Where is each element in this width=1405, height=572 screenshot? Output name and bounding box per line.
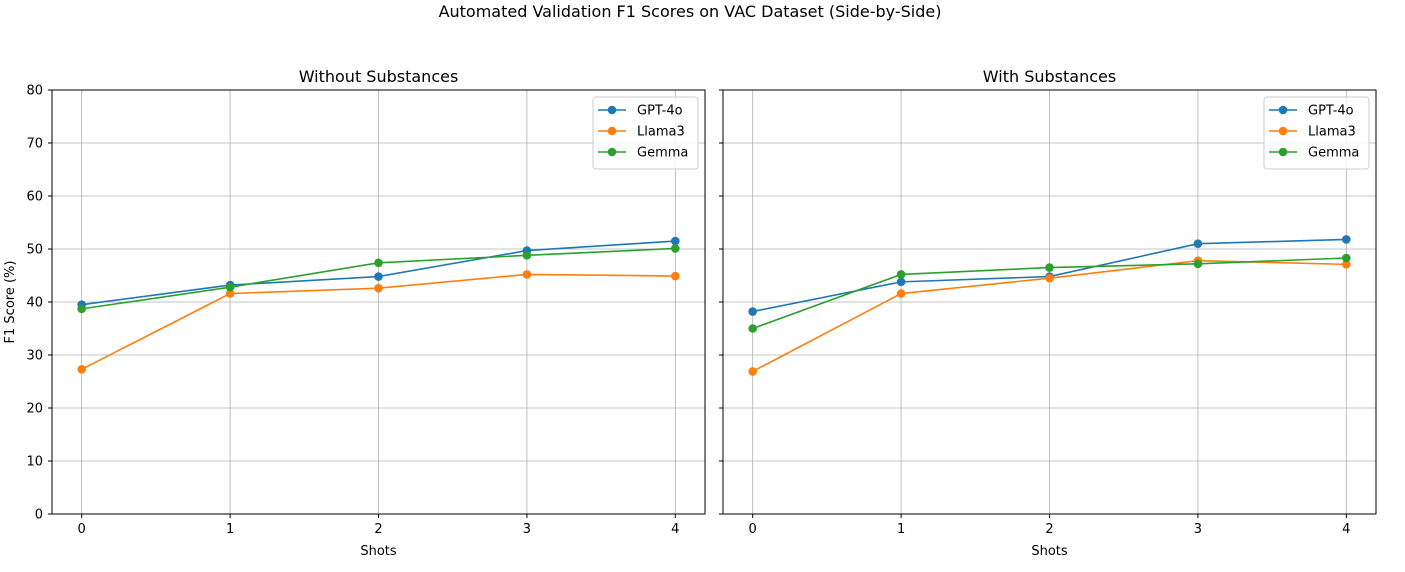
panel-1-legend: GPT-4o Llama3 Gemma: [592, 96, 699, 170]
panel-2-series-2-point-4: [1342, 260, 1351, 269]
panel-1-series-2-point-4: [671, 271, 680, 281]
panel-1-series-1-point-4: [671, 236, 680, 246]
panel-1-ytick-label-2: 20: [26, 402, 43, 417]
panel-2-series-2-point-2: [1045, 273, 1054, 283]
panel-1-xtick-label-4: 4: [671, 522, 679, 537]
panel-1-legend-label-1: GPT-4o: [637, 104, 683, 119]
panel-2-legend-box: [1263, 96, 1370, 170]
panel-1-xtick-label-0: 0: [78, 522, 86, 537]
panel-1-series-2-point-2: [374, 283, 383, 293]
panel-1-xtick-label-2: 2: [374, 522, 382, 537]
panel-2-series-1-point-0: [748, 307, 757, 316]
panel-1-series-3-point-2: [374, 258, 383, 268]
panel-2-xtick-label-0: 0: [749, 522, 757, 537]
panel-2-xtick-label-3: 3: [1194, 522, 1202, 537]
panel-1-ytick-label-5: 50: [26, 243, 43, 258]
panel-1-series-2-point-3: [522, 270, 532, 279]
panel-2-series-3: [748, 253, 1351, 333]
panel-1-xtick-label-1: 1: [226, 522, 234, 537]
panel-2-legend: GPT-4o Llama3 Gemma: [1263, 96, 1370, 170]
panel-2-series-3-point-2: [1045, 263, 1054, 272]
panel-1-series-3: [77, 244, 680, 314]
panel-1-series-3-point-4: [671, 244, 680, 253]
panel-1-legend-label-2: Llama3: [637, 125, 685, 140]
panel-2-series-3-point-3: [1193, 259, 1203, 269]
panel-2-legend-marker-3: [1278, 147, 1288, 157]
panel-1-ytick-label-0: 0: [35, 508, 43, 523]
panel-1-series-2: [77, 270, 680, 374]
panel-1-series-3-point-3: [522, 251, 532, 260]
panel-1-series-2-point-0: [77, 365, 86, 374]
panel-1-legend-marker-2: [607, 126, 617, 136]
panel-1-xlabel: Shots: [360, 544, 397, 559]
panel-1-series-2-point-1: [225, 289, 235, 298]
panel-1-ytick-label-4: 40: [26, 296, 43, 311]
panel-1-series-1-point-2: [374, 272, 383, 281]
panel-2-xtick-label-1: 1: [897, 522, 905, 537]
panel-1-series-3-point-1: [225, 282, 235, 292]
panel-1-series-3-point-0: [77, 304, 86, 314]
panel-2-xlabel: Shots: [1031, 544, 1068, 559]
panel-1-ytick-label-8: 80: [26, 84, 43, 99]
panel-1-legend-marker-3: [607, 147, 617, 157]
panel-2-xtick-label-4: 4: [1342, 522, 1350, 537]
panel-1-xtick-label-3: 3: [523, 522, 531, 537]
figure-suptitle: Automated Validation F1 Scores on VAC Da…: [439, 2, 942, 21]
panel-2-title: With Substances: [983, 67, 1116, 86]
panel-1-ylabel: F1 Score (%): [3, 261, 18, 344]
panel-2-series-2-point-0: [748, 367, 757, 376]
panel-2-series-1-point-4: [1342, 235, 1351, 244]
panel-1-legend-box: [592, 96, 699, 170]
panel-2-series-2-point-1: [896, 289, 906, 298]
panel-1-legend-marker-1: [607, 105, 617, 115]
panel-1-legend-label-3: Gemma: [637, 146, 688, 161]
panel-2-series-1-point-1: [896, 277, 906, 287]
panel-1-ytick-label-3: 30: [26, 349, 43, 364]
panel-1-ytick-label-7: 70: [26, 137, 43, 152]
panel-2-series-3-point-1: [896, 270, 906, 279]
panel-2-series-3-point-4: [1342, 253, 1351, 263]
panel-2: 0 1 2 3 4 With Substances Shots GPT-4o Llama3 Gem…: [719, 67, 1377, 559]
panel-2-legend-marker-2: [1278, 126, 1288, 136]
panel-2-series-3-point-0: [748, 324, 757, 333]
panel-2-xtick-label-2: 2: [1045, 522, 1053, 537]
panel-1-ytick-label-6: 60: [26, 190, 43, 205]
panel-1-ytick-label-1: 10: [26, 455, 43, 470]
panel-2-legend-marker-1: [1278, 105, 1288, 115]
panel-1-title: Without Substances: [299, 67, 459, 86]
panel-2-legend-label-3: Gemma: [1308, 146, 1359, 161]
panel-2-legend-label-2: Llama3: [1308, 125, 1356, 140]
panel-2-series-1-point-3: [1193, 239, 1203, 248]
panel-2-legend-label-1: GPT-4o: [1308, 104, 1354, 119]
